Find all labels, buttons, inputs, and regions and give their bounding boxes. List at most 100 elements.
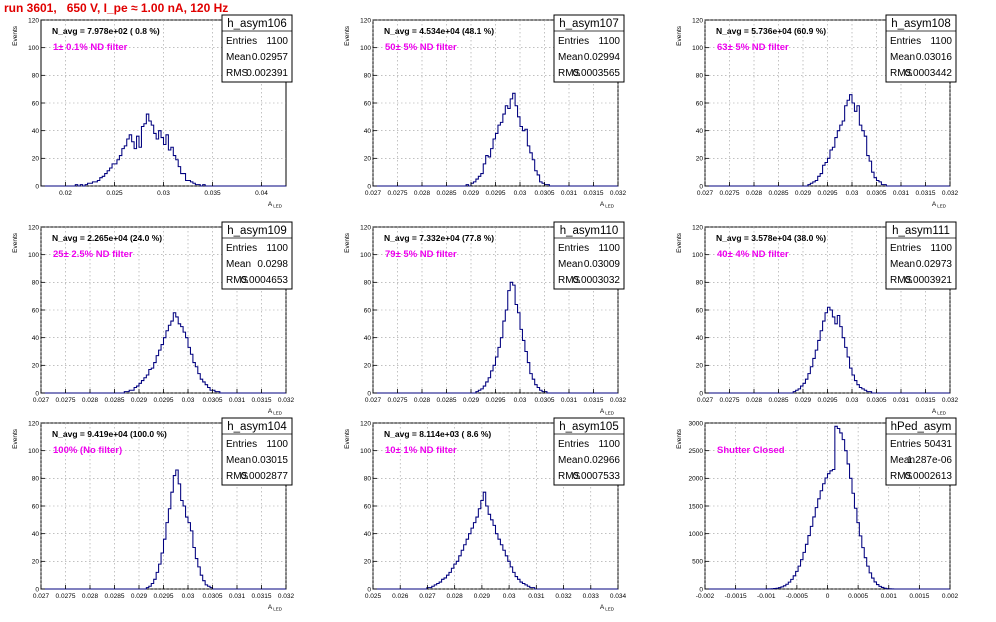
- filter-label: 100% (No filter): [53, 445, 122, 456]
- stats-box: [885, 221, 957, 290]
- filter-label: 1± 0.1% ND filter: [53, 42, 128, 53]
- histogram-bars: [373, 491, 618, 590]
- x-tick-label: 0.028: [746, 190, 763, 197]
- x-tick-label: 0.032: [942, 397, 959, 404]
- stats-key: Mean: [890, 455, 915, 466]
- filter-label: 50± 5% ND filter: [385, 42, 457, 53]
- stats-value: 0.0003032: [573, 275, 621, 286]
- y-tick-label: 20: [696, 156, 704, 163]
- x-tick-label: 0.026: [392, 593, 409, 600]
- y-tick-label: 20: [32, 156, 40, 163]
- y-tick-label: 100: [28, 45, 39, 52]
- x-tick-label: 0.0295: [154, 593, 174, 600]
- y-tick-label: 80: [696, 73, 704, 80]
- x-tick-label: 0.027: [419, 593, 436, 600]
- stats-key: Entries: [890, 243, 921, 254]
- stats-key: RMS: [226, 471, 249, 482]
- navg-annotation: N_avg = 7.332e+04 (77.8 %): [384, 233, 494, 243]
- y-tick-label: 80: [364, 73, 372, 80]
- y-tick-label: 100: [692, 45, 703, 52]
- histogram-plot: 0.027 0.0275 0.028 0.0285 0.029 0.0295 0.03 0.0…: [676, 221, 959, 416]
- histogram-name: h_asym104: [227, 421, 287, 433]
- x-tick-label: 0.033: [583, 593, 600, 600]
- stats-box: [885, 14, 957, 83]
- y-tick-label: 2000: [689, 476, 704, 483]
- x-tick-label: 0.0285: [105, 593, 125, 600]
- y-tick-label: 0: [367, 183, 371, 190]
- x-tick-label: 0.027: [365, 397, 382, 404]
- x-tick-label: 0.02: [59, 190, 72, 197]
- y-tick-label: 60: [364, 307, 372, 314]
- navg-annotation: N_avg = 9.419e+04 (100.0 %): [52, 429, 167, 439]
- y-tick-label: 1500: [689, 503, 704, 510]
- y-axis-title: Events: [676, 232, 683, 253]
- y-tick-label: 40: [696, 335, 704, 342]
- x-tick-label: 0.0285: [105, 397, 125, 404]
- x-tick-label: 0.0315: [252, 397, 272, 404]
- y-axis-title: Events: [12, 232, 19, 253]
- x-tick-label: -0.001: [757, 593, 776, 600]
- x-tick-label: 0.0305: [867, 397, 887, 404]
- x-tick-label: -0.0005: [786, 593, 808, 600]
- x-tick-label: 0.029: [795, 397, 812, 404]
- y-tick-label: 80: [32, 476, 40, 483]
- y-tick-label: 0: [699, 183, 703, 190]
- stats-box: [221, 221, 293, 290]
- y-tick-label: 120: [360, 224, 371, 231]
- x-tick-label: 0.03: [514, 190, 527, 197]
- x-tick-label: 0.0295: [154, 397, 174, 404]
- y-tick-label: 40: [696, 128, 704, 135]
- stats-key: RMS: [890, 68, 913, 79]
- x-axis-title: ALED: [932, 201, 947, 209]
- stats-key: Mean: [558, 259, 583, 270]
- x-tick-label: 0.03: [157, 190, 170, 197]
- stats-value: 1100: [598, 439, 620, 450]
- histogram-plot: 0.02 0.025 0.03 0.035 0.04 0 20 40 60 80 100 120 Eve…: [12, 14, 293, 209]
- x-tick-label: 0.028: [414, 190, 431, 197]
- x-tick-label: 0.027: [365, 190, 382, 197]
- filter-label: 10± 1% ND filter: [385, 445, 457, 456]
- y-tick-label: 0: [367, 586, 371, 593]
- x-tick-label: 0.0285: [769, 397, 789, 404]
- x-tick-label: 0.0305: [867, 190, 887, 197]
- y-axis-title: Events: [12, 428, 19, 449]
- stats-key: Entries: [890, 36, 921, 47]
- y-tick-label: 60: [32, 503, 40, 510]
- stats-value: 0.0003565: [573, 68, 621, 79]
- stats-value: 1100: [598, 243, 620, 254]
- y-tick-label: 120: [360, 420, 371, 427]
- stats-value: 0.02957: [252, 52, 289, 63]
- x-tick-label: 0.0315: [584, 190, 604, 197]
- histogram-plot: 0.027 0.0275 0.028 0.0285 0.029 0.0295 0.03 0.0…: [12, 221, 295, 416]
- x-tick-label: 0.031: [229, 593, 246, 600]
- y-tick-label: 0: [35, 390, 39, 397]
- panel-h-asym107: 0.027 0.0275 0.028 0.0285 0.029 0.0295 0.03 0.0…: [332, 12, 664, 219]
- x-axis-title: ALED: [600, 201, 615, 209]
- y-tick-label: 60: [696, 307, 704, 314]
- x-tick-label: 0.0305: [203, 593, 223, 600]
- panel-h-asym110: 0.027 0.0275 0.028 0.0285 0.029 0.0295 0.03 0.0…: [332, 219, 664, 426]
- navg-annotation: N_avg = 2.265e+04 (24.0 %): [52, 233, 162, 243]
- y-tick-label: 20: [364, 363, 372, 370]
- y-tick-label: 0: [35, 586, 39, 593]
- histogram-name: h_asym106: [227, 18, 286, 30]
- histogram-plot: 0.025 0.026 0.027 0.028 0.029 0.03 0.031 0.032 0…: [344, 417, 627, 612]
- y-tick-label: 60: [32, 100, 40, 107]
- y-axis-title: Events: [12, 25, 19, 46]
- filter-label: 63± 5% ND filter: [717, 42, 789, 53]
- x-axis-title: ALED: [600, 604, 615, 612]
- y-tick-label: 0: [699, 586, 703, 593]
- histogram-name: h_asym110: [560, 225, 619, 237]
- histogram-bars: [705, 306, 950, 394]
- x-tick-label: 0.029: [131, 593, 148, 600]
- y-axis-title: Events: [344, 428, 351, 449]
- x-tick-label: -0.002: [696, 593, 715, 600]
- x-tick-label: 0.03: [846, 190, 859, 197]
- x-tick-label: 0.0275: [720, 190, 740, 197]
- histogram-plot: 0.027 0.0275 0.028 0.0285 0.029 0.0295 0.03 0.0…: [344, 14, 627, 209]
- x-tick-label: 0.03: [182, 593, 195, 600]
- y-tick-label: 40: [364, 531, 372, 538]
- y-axis-title: Events: [344, 25, 351, 46]
- x-tick-label: 0.0295: [818, 190, 838, 197]
- stats-key: Entries: [226, 439, 257, 450]
